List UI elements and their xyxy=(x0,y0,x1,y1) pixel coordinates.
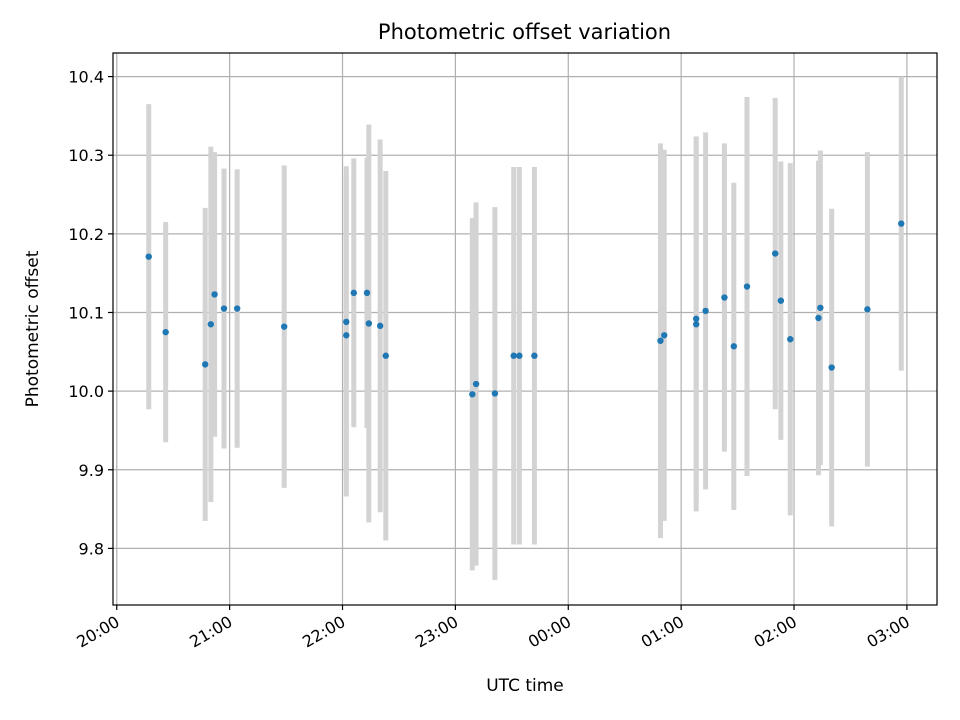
data-point xyxy=(516,352,523,359)
y-tick-label: 9.9 xyxy=(79,461,104,480)
y-tick-label: 9.8 xyxy=(79,539,104,558)
data-point xyxy=(817,304,824,311)
x-tick-label: 01:00 xyxy=(638,612,687,652)
data-point xyxy=(472,380,480,388)
x-tick-label: 03:00 xyxy=(863,612,912,652)
data-point xyxy=(350,289,358,297)
grid xyxy=(113,53,937,605)
x-tick-label: 20:00 xyxy=(73,612,122,652)
data-point xyxy=(510,352,517,359)
data-point xyxy=(233,305,241,312)
data-point xyxy=(220,305,228,312)
points xyxy=(145,220,905,398)
data-point xyxy=(864,306,871,313)
data-point xyxy=(730,343,738,350)
data-point xyxy=(469,391,476,398)
data-point xyxy=(828,364,835,371)
data-point xyxy=(898,220,905,227)
data-point xyxy=(787,336,794,343)
x-tick-label: 21:00 xyxy=(186,612,235,652)
y-tick-label: 10.3 xyxy=(68,146,104,165)
data-point xyxy=(815,314,822,322)
data-point xyxy=(201,361,209,368)
data-point xyxy=(162,328,169,336)
data-point xyxy=(692,315,700,322)
data-point xyxy=(743,283,751,290)
y-tick-label: 10.1 xyxy=(68,303,104,322)
data-point xyxy=(207,321,215,328)
x-tick-label: 23:00 xyxy=(412,612,461,652)
data-point xyxy=(363,289,371,297)
data-point xyxy=(721,294,728,301)
data-point xyxy=(343,332,350,339)
y-tick-label: 10.4 xyxy=(68,68,104,87)
data-point xyxy=(661,332,668,339)
x-tick-label: 02:00 xyxy=(751,612,800,652)
data-point xyxy=(777,297,785,304)
data-point xyxy=(531,352,538,359)
data-point xyxy=(280,323,288,330)
x-tick-label: 00:00 xyxy=(525,612,574,652)
data-point xyxy=(657,337,664,344)
y-tick-label: 10.2 xyxy=(68,225,104,244)
data-point xyxy=(491,390,499,397)
data-point xyxy=(772,250,779,257)
y-tick-label: 10.0 xyxy=(68,382,104,401)
data-point xyxy=(382,352,389,359)
y-axis-ticks: 9.8 9.9 10.0 10.1 10.2 10.3 10.4 xyxy=(68,68,113,558)
plot-frame xyxy=(112,52,938,606)
x-tick-label: 22:00 xyxy=(299,612,348,652)
data-point xyxy=(702,307,709,315)
data-point xyxy=(376,322,384,330)
data-point xyxy=(343,318,350,326)
data-point xyxy=(145,253,152,260)
data-point xyxy=(211,291,218,298)
chart-title: Photometric offset variation xyxy=(378,20,671,44)
y-axis-label: Photometric offset xyxy=(23,250,43,407)
data-point xyxy=(365,320,373,327)
x-axis-label: UTC time xyxy=(486,676,564,696)
x-axis-ticks: 20:00 21:00 22:00 23:00 00:00 01:00 02:00 03:00 xyxy=(73,605,913,652)
data-point xyxy=(692,321,700,328)
errorbars xyxy=(146,76,904,580)
